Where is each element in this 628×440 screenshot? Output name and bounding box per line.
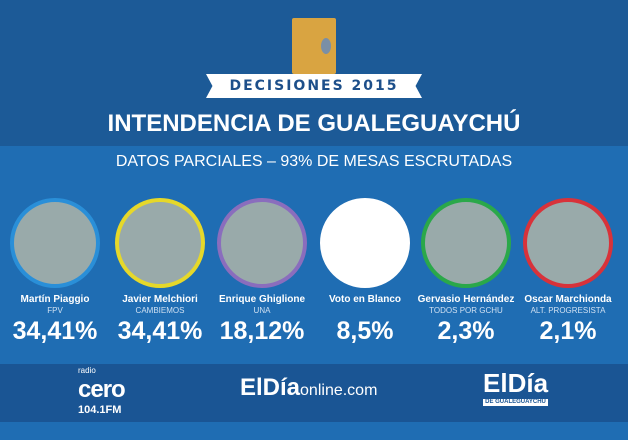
radio-cero-logo: radio cero 104.1FM <box>78 366 126 418</box>
candidate-photo <box>217 198 307 288</box>
candidate-name: Enrique Ghiglione <box>218 294 306 305</box>
radio-label: radio <box>78 366 96 375</box>
decisiones-banner: DECISIONES 2015 <box>206 74 422 98</box>
candidate-percent: 34,41% <box>12 316 98 345</box>
candidate-card: Javier Melchiori CAMBIEMOS 34,41% <box>110 198 210 346</box>
candidate-name: Oscar Marchionda <box>524 294 612 305</box>
site-brand: ElDía <box>240 374 301 401</box>
candidate-party <box>315 306 415 316</box>
candidate-percent: 2,1% <box>539 316 597 345</box>
candidate-percent: 2,3% <box>437 316 495 345</box>
candidate-name: Javier Melchiori <box>122 294 198 305</box>
paper-brand: ElDía <box>483 368 549 398</box>
candidate-card: Martín Piaggio FPV 34,41% <box>5 198 105 346</box>
bottom-strip <box>0 422 628 440</box>
candidate-name: Martín Piaggio <box>20 294 90 305</box>
radio-frequency: 104.1FM <box>78 404 122 417</box>
candidate-party: ALT. PROGRESISTA <box>530 306 606 315</box>
site-suffix: online.com <box>300 382 378 399</box>
eldia-gualeguaychu-logo: ElDía DE GUALEGUAYCHÚ <box>483 368 549 407</box>
candidate-photo <box>523 198 613 288</box>
candidate-photo <box>10 198 100 288</box>
candidate-card: Voto en Blanco 8,5% <box>315 198 415 346</box>
candidate-party: UNA <box>253 306 271 315</box>
candidate-percent: 34,41% <box>117 316 203 345</box>
candidate-card: Enrique Ghiglione UNA 18,12% <box>212 198 312 346</box>
candidate-photo <box>115 198 205 288</box>
radio-name: cero <box>78 375 126 403</box>
page-subtitle: DATOS PARCIALES – 93% DE MESAS ESCRUTADA… <box>115 153 513 170</box>
eldia-online-logo: ElDíaonline.com <box>240 374 377 403</box>
candidate-name: Voto en Blanco <box>328 294 402 305</box>
candidate-percent: 8,5% <box>336 316 394 345</box>
candidate-photo <box>421 198 511 288</box>
candidate-party: CAMBIEMOS <box>135 306 185 315</box>
candidate-card: Oscar Marchionda ALT. PROGRESISTA 2,1% <box>518 198 618 346</box>
footer-band <box>0 364 628 422</box>
candidate-percent: 18,12% <box>219 316 305 345</box>
page-title: INTENDENCIA DE GUALEGUAYCHÚ <box>107 110 521 137</box>
results-background <box>0 146 628 364</box>
ballot-box-icon <box>292 18 336 74</box>
candidate-party: TODOS POR GCHU <box>429 306 503 315</box>
candidate-party: FPV <box>47 306 63 315</box>
candidate-card: Gervasio Hernández TODOS POR GCHU 2,3% <box>416 198 516 346</box>
candidate-photo <box>320 198 410 288</box>
candidate-name: Gervasio Hernández <box>417 294 515 305</box>
paper-subtitle: DE GUALEGUAYCHÚ <box>483 399 549 407</box>
